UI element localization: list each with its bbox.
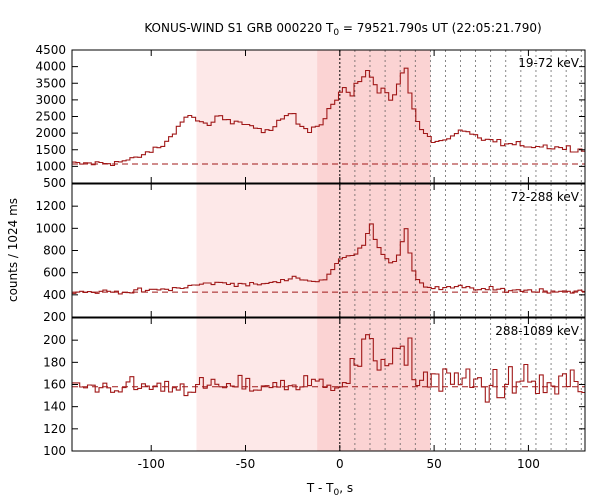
x-axis-label-rest: , s bbox=[339, 481, 353, 495]
lightcurve-series bbox=[72, 334, 585, 403]
x-tick-label: 0 bbox=[336, 457, 344, 471]
y-tick-label: 600 bbox=[43, 266, 66, 280]
x-tick-label: -50 bbox=[236, 457, 256, 471]
y-tick-label: 3500 bbox=[35, 76, 66, 90]
y-tick-label: 200 bbox=[43, 333, 66, 347]
y-tick-label: 140 bbox=[43, 400, 66, 414]
x-tick-label: -100 bbox=[138, 457, 165, 471]
y-tick-label: 4000 bbox=[35, 60, 66, 74]
y-tick-label: 3000 bbox=[35, 93, 66, 107]
x-axis-label-subscript: 0 bbox=[334, 488, 340, 498]
panel-1: 500 1000 1500 2000 2500 3000 3500 4000 4500 19-72… bbox=[35, 43, 586, 190]
chart-panels: 5001000150020002500300035004000450019-72… bbox=[35, 43, 586, 471]
y-tick-label: 160 bbox=[43, 378, 66, 392]
y-tick-label: 1500 bbox=[35, 143, 66, 157]
energy-band-label: 288-1089 keV bbox=[495, 324, 579, 338]
energy-band-label: 72-288 keV bbox=[511, 190, 580, 204]
y-tick-label: 180 bbox=[43, 355, 66, 369]
lightcurve-series bbox=[72, 223, 585, 295]
y-tick-label: 4500 bbox=[35, 43, 66, 57]
y-tick-label: 1000 bbox=[35, 221, 66, 235]
chart-title-rest: = 79521.790s UT (22:05:21.790) bbox=[339, 21, 542, 35]
x-tick-label: 50 bbox=[426, 457, 441, 471]
shaded-interval-2 bbox=[317, 318, 431, 451]
energy-band-label: 19-72 keV bbox=[518, 56, 580, 70]
shaded-interval-2 bbox=[317, 50, 431, 183]
y-tick-label: 1000 bbox=[35, 159, 66, 173]
y-tick-label: 120 bbox=[43, 422, 66, 436]
y-tick-label: 100 bbox=[43, 444, 66, 458]
lightcurve-series bbox=[72, 67, 585, 167]
y-tick-label: 800 bbox=[43, 244, 66, 258]
panel-3: 100 120 140 160 180 200 -100 -50 0 50 100 288-1089 … bbox=[43, 317, 586, 471]
y-tick-label: 400 bbox=[43, 288, 66, 302]
y-tick-label: 2000 bbox=[35, 126, 66, 140]
chart-title-subscript: 0 bbox=[333, 28, 339, 38]
y-tick-label: 1200 bbox=[35, 199, 66, 213]
chart-title: KONUS-WIND S1 GRB 000220 T0 = 79521.790s… bbox=[144, 21, 541, 38]
y-tick-label: 500 bbox=[43, 176, 66, 190]
y-axis-label: counts / 1024 ms bbox=[6, 198, 20, 302]
y-tick-label: 2500 bbox=[35, 110, 66, 124]
x-axis-label-main: T - T bbox=[306, 481, 334, 495]
x-axis-label: T - T0, s bbox=[306, 481, 353, 498]
panel-2: 200 400 600 800 1000 1200 72-288 keV bbox=[35, 183, 586, 324]
chart-title-main: KONUS-WIND S1 GRB 000220 T bbox=[144, 21, 334, 35]
y-tick-label: 200 bbox=[43, 310, 66, 324]
shaded-interval-2 bbox=[317, 184, 431, 317]
x-tick-label: 100 bbox=[517, 457, 540, 471]
